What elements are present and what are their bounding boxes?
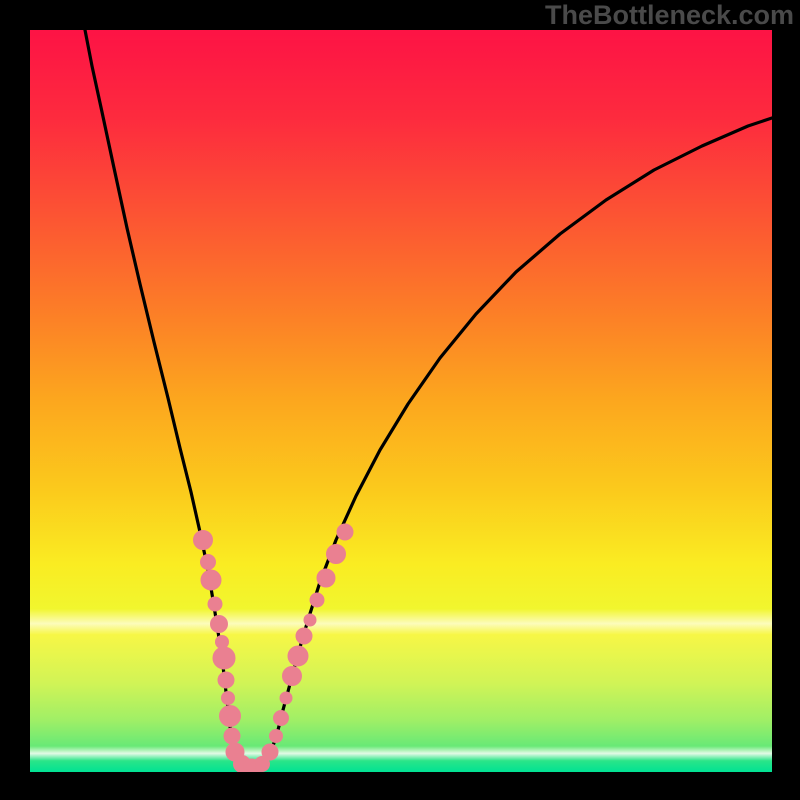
data-point-marker [220,706,241,727]
data-point-marker [317,569,335,587]
data-point-marker [262,744,278,760]
data-point-marker [310,593,324,607]
data-point-marker [222,692,235,705]
data-point-marker [194,531,213,550]
data-point-marker [274,711,289,726]
data-point-marker [283,667,302,686]
data-point-marker [288,646,308,666]
data-point-marker [224,728,240,744]
data-point-marker [216,636,229,649]
bottleneck-chart [30,30,772,772]
data-point-marker [218,672,234,688]
data-point-marker [208,597,222,611]
data-point-marker [337,524,353,540]
data-point-marker [270,730,283,743]
chart-background [30,30,772,772]
data-point-marker [304,614,316,626]
data-point-marker [201,570,221,590]
data-point-marker [280,692,292,704]
data-point-marker [327,545,346,564]
data-point-marker [201,555,216,570]
data-point-marker [296,628,312,644]
data-point-marker [213,647,235,669]
data-point-marker [211,616,228,633]
watermark-label: TheBottleneck.com [545,0,794,31]
